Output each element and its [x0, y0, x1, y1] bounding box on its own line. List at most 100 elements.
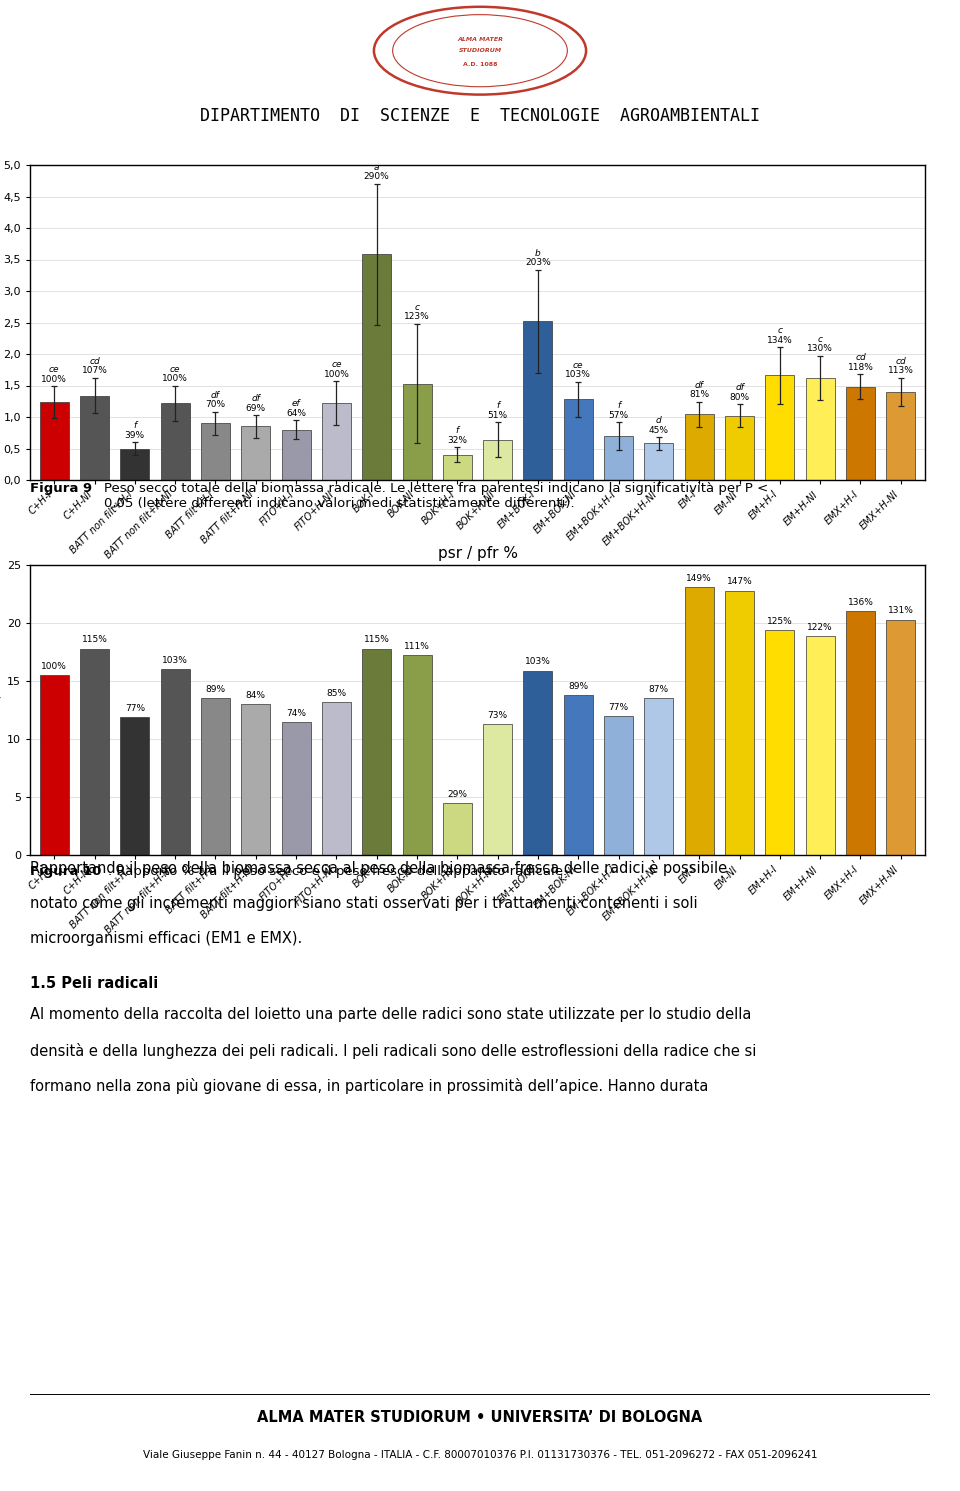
Text: f: f [456, 426, 459, 435]
Bar [80, 649, 109, 854]
Text: c: c [818, 335, 823, 344]
Text: df: df [695, 380, 704, 391]
Bar [805, 377, 834, 480]
Text: Viale Giuseppe Fanin n. 44 - 40127 Bologna - ITALIA - C.F. 80007010376 P.I. 0113: Viale Giuseppe Fanin n. 44 - 40127 Bolog… [143, 1451, 817, 1460]
Text: 111%: 111% [404, 643, 430, 652]
Text: ce: ce [573, 361, 584, 370]
Text: 290%: 290% [364, 173, 390, 182]
Text: 45%: 45% [649, 425, 669, 435]
Text: 149%: 149% [686, 574, 712, 583]
Text: STUDIORUM: STUDIORUM [459, 48, 501, 54]
Text: f: f [496, 401, 499, 410]
Text: 122%: 122% [807, 623, 833, 632]
Text: c: c [778, 327, 782, 335]
Text: 100%: 100% [162, 374, 188, 383]
Bar [322, 702, 351, 854]
Text: f: f [133, 422, 136, 431]
Text: A.D. 1088: A.D. 1088 [463, 63, 497, 67]
Bar [523, 671, 553, 854]
Text: 103%: 103% [565, 370, 591, 379]
Bar [604, 716, 633, 854]
Text: 1.5 Peli radicali: 1.5 Peli radicali [30, 977, 158, 992]
Text: 115%: 115% [82, 635, 108, 644]
Text: microorganismi efficaci (EM1 e EMX).: microorganismi efficaci (EM1 e EMX). [30, 932, 302, 947]
Bar [160, 403, 190, 480]
Bar [362, 255, 392, 480]
Bar [846, 386, 875, 480]
Bar [39, 675, 69, 854]
Y-axis label: Peso secco/fresco: Peso secco/fresco [0, 655, 3, 765]
Text: 123%: 123% [404, 312, 430, 321]
Bar [241, 426, 271, 480]
Text: 89%: 89% [568, 681, 588, 690]
Bar [201, 423, 230, 480]
Text: c: c [415, 303, 420, 312]
Bar [443, 455, 472, 480]
Text: 77%: 77% [609, 702, 629, 711]
Text: 57%: 57% [609, 410, 629, 419]
Bar [846, 611, 875, 854]
Text: 118%: 118% [848, 362, 874, 371]
Text: Al momento della raccolta del loietto una parte delle radici sono state utilizza: Al momento della raccolta del loietto un… [30, 1008, 752, 1023]
Text: ce: ce [331, 361, 342, 370]
Text: Figura 9: Figura 9 [30, 482, 92, 495]
Text: f: f [617, 401, 620, 410]
Bar [241, 704, 271, 854]
Text: 115%: 115% [364, 635, 390, 644]
Bar [886, 620, 915, 854]
Bar [564, 695, 593, 854]
Text: 73%: 73% [488, 711, 508, 720]
Text: 85%: 85% [326, 689, 347, 698]
Bar [684, 414, 713, 480]
Bar [402, 383, 432, 480]
Text: df: df [211, 391, 220, 400]
Text: Figura 10: Figura 10 [30, 865, 102, 878]
Bar [644, 698, 673, 854]
Text: 84%: 84% [246, 692, 266, 701]
Text: ce: ce [170, 364, 180, 374]
Text: ef: ef [292, 400, 300, 409]
Text: 51%: 51% [488, 410, 508, 419]
Bar [281, 722, 311, 854]
Bar [39, 403, 69, 480]
Text: 103%: 103% [162, 656, 188, 665]
Title: psr / pfr %: psr / pfr % [438, 546, 517, 561]
Text: 64%: 64% [286, 409, 306, 417]
Text: 100%: 100% [41, 374, 67, 383]
Text: ALMA MATER: ALMA MATER [457, 37, 503, 42]
Text: 39%: 39% [125, 431, 145, 440]
Bar [120, 449, 150, 480]
Text: 203%: 203% [525, 258, 551, 267]
Text: 113%: 113% [888, 367, 914, 376]
Bar [80, 395, 109, 480]
Bar [725, 590, 754, 854]
Text: Rapportando il peso della biomassa secca al peso della biomassa fresca delle rad: Rapportando il peso della biomassa secca… [30, 860, 727, 877]
Text: formano nella zona più giovane di essa, in particolare in prossimità dell’apice.: formano nella zona più giovane di essa, … [30, 1078, 708, 1094]
Bar [805, 635, 834, 854]
Text: 125%: 125% [767, 617, 793, 626]
Text: 100%: 100% [41, 662, 67, 671]
Text: ce: ce [49, 365, 60, 374]
Text: cd: cd [89, 356, 100, 365]
Text: cd: cd [855, 353, 866, 362]
Bar [160, 669, 190, 854]
Bar [362, 649, 392, 854]
Text: 130%: 130% [807, 344, 833, 353]
Text: 100%: 100% [324, 370, 349, 379]
Bar [201, 698, 230, 854]
Bar [483, 725, 513, 854]
Text: 29%: 29% [447, 790, 468, 799]
Text: 89%: 89% [205, 686, 226, 695]
Bar [886, 392, 915, 480]
Text: cd: cd [896, 356, 906, 365]
Bar [402, 656, 432, 854]
Bar [483, 440, 513, 480]
Text: DIPARTIMENTO  DI  SCIENZE  E  TECNOLOGIE  AGROAMBIENTALI: DIPARTIMENTO DI SCIENZE E TECNOLOGIE AGR… [200, 106, 760, 125]
Bar [281, 429, 311, 480]
Text: 81%: 81% [689, 391, 709, 400]
Text: notato come gli incrementi maggiori siano stati osservati per i trattamenti cont: notato come gli incrementi maggiori sian… [30, 896, 698, 911]
Bar [684, 587, 713, 854]
Text: 134%: 134% [767, 335, 793, 344]
Text: 77%: 77% [125, 704, 145, 713]
Bar [523, 321, 553, 480]
